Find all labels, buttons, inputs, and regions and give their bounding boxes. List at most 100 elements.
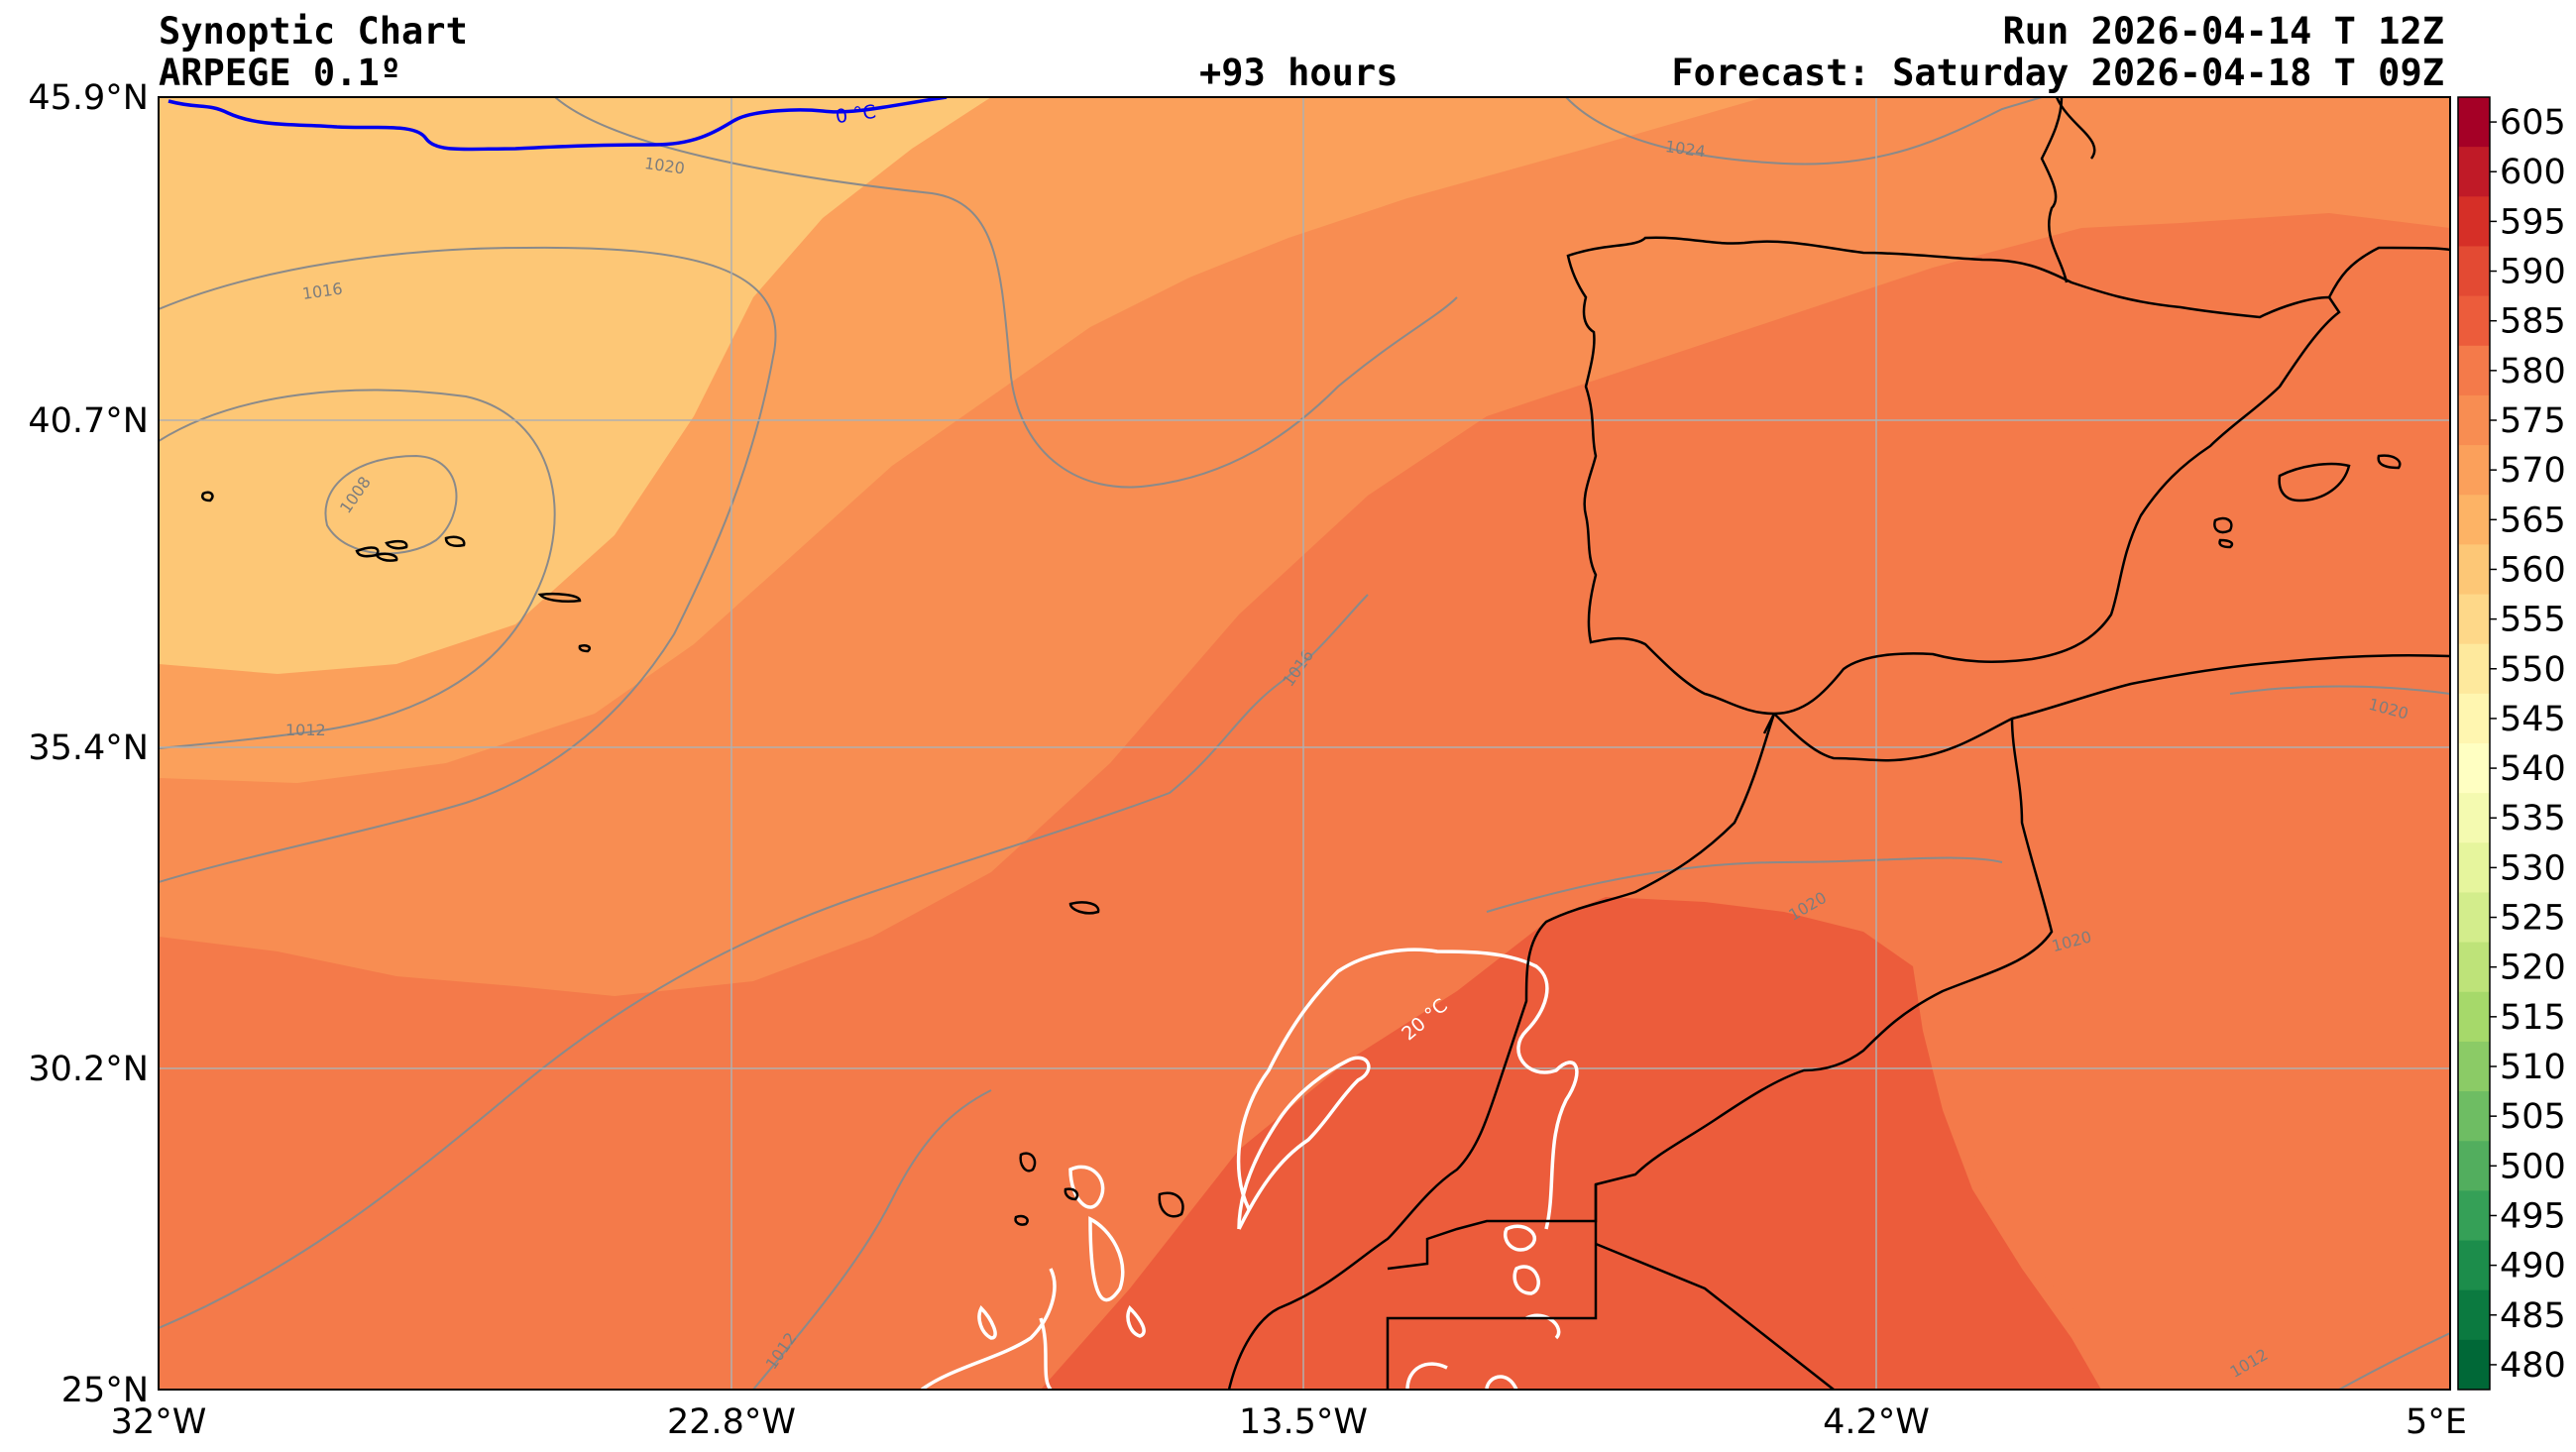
colorbar-label: 490 [2500, 1247, 2566, 1286]
island-azores-6 [537, 593, 582, 603]
colorbar-swatch [2458, 892, 2490, 944]
colorbar-label: 600 [2500, 153, 2566, 192]
gibraltar [1762, 713, 1776, 734]
colorbar-swatch [2458, 1240, 2490, 1291]
colorbar-swatch [2458, 394, 2490, 446]
border-w-sahara [1386, 1184, 1598, 1390]
colorbar-swatch [2458, 147, 2490, 197]
colorbar-label: 565 [2500, 501, 2566, 540]
coast-uk [2055, 97, 2096, 160]
isobar-1024 [1565, 97, 2043, 166]
colorbar-frame [2457, 96, 2491, 1391]
colorbar-label: 585 [2500, 302, 2566, 342]
colorbar-label: 535 [2500, 799, 2566, 838]
colorbar-swatch [2458, 643, 2490, 695]
coastlines [201, 97, 2450, 1390]
colorbar-label: 545 [2500, 700, 2566, 739]
lon-label: 13.5°W [1239, 1402, 1368, 1442]
band-580 [1041, 897, 2101, 1390]
colorbar: 605 600 595 590 585 580 575 570 565 560 555 550 545 5… [2457, 96, 2566, 1391]
model-name: ARPEGE 0.1º [159, 52, 402, 94]
colorbar-swatch [2458, 1190, 2490, 1242]
isotherm-20c [920, 948, 1579, 1390]
lat-label: 35.4°N [28, 728, 149, 768]
colorbar-swatch [2458, 793, 2490, 843]
lon-label: 22.8°W [667, 1402, 796, 1442]
coast-france [2040, 97, 2069, 283]
graticule [159, 97, 2450, 1390]
isobar-1016-south [159, 594, 1369, 1329]
colorbar-label: 570 [2500, 451, 2566, 491]
isobar-1016 [159, 246, 777, 883]
island-azores-1 [201, 491, 214, 503]
chart-title: Synoptic Chart [159, 10, 468, 53]
colorbar-label: 495 [2500, 1196, 2566, 1236]
colorbar-label: 530 [2500, 848, 2566, 888]
colorbar-label: 605 [2500, 103, 2566, 143]
island-menorca [2377, 454, 2402, 470]
colorbar-label: 540 [2500, 749, 2566, 789]
island-mallorca [2278, 462, 2351, 503]
isobar-1012-south [752, 1089, 992, 1390]
map-area: 1008 1012 1016 1016 1020 1020 1024 1012 … [159, 97, 2450, 1390]
coast-iberia [1566, 236, 2341, 716]
colorbar-label: 510 [2500, 1048, 2566, 1087]
map-frame [158, 96, 2451, 1391]
colorbar-swatch [2458, 246, 2490, 297]
isotherm-0c [168, 97, 948, 152]
colorbar-swatch [2458, 1339, 2490, 1391]
island-azores-5 [444, 535, 466, 547]
coast-africa-north [1773, 654, 2450, 762]
colorbar-swatch [2458, 1091, 2490, 1142]
colorbar-label: 595 [2500, 202, 2566, 242]
colorbar-swatch [2458, 693, 2490, 744]
band-575-east [1953, 226, 2450, 1390]
colorbar-label: 575 [2500, 401, 2566, 441]
lon-label: 4.2°W [1823, 1402, 1930, 1442]
longitude-labels: 32°W 22.8°W 13.5°W 4.2°W 5°E [111, 1402, 2467, 1442]
colorbar-swatch [2458, 842, 2490, 893]
colorbar-label: 555 [2500, 601, 2566, 640]
colorbar-label: 480 [2500, 1346, 2566, 1386]
lat-label: 25°N [61, 1371, 149, 1410]
lat-label: 40.7°N [28, 401, 149, 441]
band-560 [159, 97, 991, 674]
isobar-1012-se [2338, 1332, 2450, 1390]
island-azores-4 [375, 552, 398, 562]
colorbar-swatch [2458, 594, 2490, 645]
colorbar-label: 485 [2500, 1296, 2566, 1336]
coast-morocco [1227, 713, 1776, 1390]
lead-time: +93 hours [1199, 52, 1399, 94]
colorbar-label: 550 [2500, 650, 2566, 690]
colorbar-label: 515 [2500, 998, 2566, 1038]
colorbar-swatch [2458, 295, 2490, 347]
colorbar-swatch [2458, 445, 2490, 496]
lon-label: 5°E [2406, 1402, 2467, 1442]
island-canary-4 [1014, 1214, 1029, 1226]
run-time: Run 2026-04-14 T 12Z [2002, 10, 2444, 53]
isobar-1020-east [1486, 856, 2003, 913]
colorbar-label: 580 [2500, 352, 2566, 391]
island-formentera [2218, 538, 2234, 549]
isobar-1012 [159, 389, 556, 749]
island-canary-3 [1158, 1191, 1184, 1218]
colorbar-swatch [2458, 97, 2490, 148]
colorbar-swatch [2458, 544, 2490, 596]
isobar-label: 1012 [285, 721, 326, 739]
island-ibiza [2213, 516, 2233, 534]
island-azores-3 [385, 539, 408, 550]
colorbar-swatch [2458, 1041, 2490, 1092]
colorbar-label: 560 [2500, 550, 2566, 590]
colorbar-label: 520 [2500, 949, 2566, 988]
coast-med-north [2327, 246, 2450, 298]
colorbar-label: 505 [2500, 1097, 2566, 1137]
colorbar-swatch [2458, 743, 2490, 794]
colorbar-swatch [2458, 1141, 2490, 1191]
colorbar-swatch [2458, 1289, 2490, 1341]
colorbar-swatch [2458, 942, 2490, 993]
border-morocco-algeria [1387, 718, 2054, 1271]
lat-label: 45.9°N [28, 78, 149, 118]
lon-label: 32°W [111, 1402, 207, 1442]
colorbar-swatch [2458, 345, 2490, 396]
